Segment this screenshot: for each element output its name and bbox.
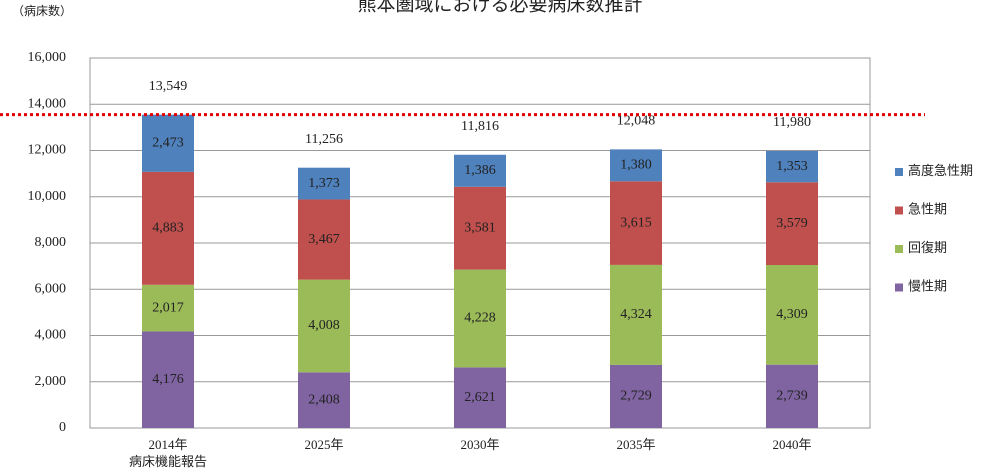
bar-segment [610,264,662,365]
bar-segment [766,364,818,428]
x-tick-label: 2014年 病床機能報告 [128,437,207,469]
y-tick-label: 2,000 [35,374,67,389]
bar-segment [454,186,506,270]
data-label: 4,309 [776,307,808,322]
bar-segment [610,149,662,182]
y-tick-label: 6,000 [35,281,67,296]
data-label: 1,373 [308,176,340,191]
y-tick-label: 14,000 [28,96,67,111]
bar-segment [610,181,662,265]
bar-segment [298,372,350,428]
data-label: 3,579 [776,216,808,231]
data-label: 4,228 [464,311,496,326]
data-label: 4,008 [308,318,340,333]
bar-segment [142,284,194,332]
total-label: 13,549 [149,79,188,94]
bar-segment [298,199,350,280]
data-label: 1,386 [464,163,496,178]
data-label: 2,473 [152,135,184,150]
y-tick-label: 16,000 [28,50,67,65]
y-tick-label: 4,000 [35,328,67,343]
data-label: 3,581 [464,220,496,235]
data-label: 1,353 [776,159,808,174]
data-label: 3,615 [620,215,652,230]
bar-segment [454,367,506,428]
x-tick-label: 2035年 [616,437,656,452]
legend-label: 慢性期 [908,278,947,293]
x-tick-label: 2040年 [772,437,812,452]
bar-segment [610,364,662,428]
bar-segment [454,154,506,187]
bar-segment [766,182,818,266]
legend-swatch [895,245,903,253]
data-label: 2,017 [152,300,184,315]
data-label: 4,324 [620,307,652,322]
legend-swatch [895,168,903,176]
data-label: 1,380 [620,158,652,173]
x-tick-label: 2025年 [304,437,344,452]
chart-title: 熊本圏域における必要病床数推計 [357,0,642,15]
legend-swatch [895,206,903,215]
legend-label: 回復期 [908,240,947,255]
y-tick-label: 8,000 [35,235,67,250]
data-label: 2,729 [620,389,652,404]
legend-swatch [895,283,903,292]
data-label: 2,621 [464,390,496,405]
legend-label: 急性期 [908,201,947,216]
bar-segment [298,279,350,373]
data-label: 2,739 [776,389,808,404]
data-label: 4,883 [152,221,184,236]
y-tick-label: 0 [59,420,66,435]
bar-segment [298,167,350,200]
data-label: 4,176 [152,372,184,387]
total-label: 11,816 [461,119,499,134]
bar-segment [142,171,194,285]
bar-segment [142,331,194,428]
bar-segment [766,265,818,365]
data-label: 2,408 [308,392,340,407]
bar-segment [454,269,506,368]
total-label: 11,980 [773,115,811,130]
bar-segment [766,150,818,183]
total-label: 11,256 [305,132,343,147]
bar-segment [142,114,194,172]
total-label: 12,048 [617,114,656,129]
y-axis-label: （病床数） [12,3,72,18]
legend-label: 高度急性期 [908,163,973,178]
y-tick-label: 10,000 [28,189,67,204]
x-tick-label: 2030年 [460,437,500,452]
data-label: 3,467 [308,232,340,247]
y-tick-label: 12,000 [28,143,67,158]
